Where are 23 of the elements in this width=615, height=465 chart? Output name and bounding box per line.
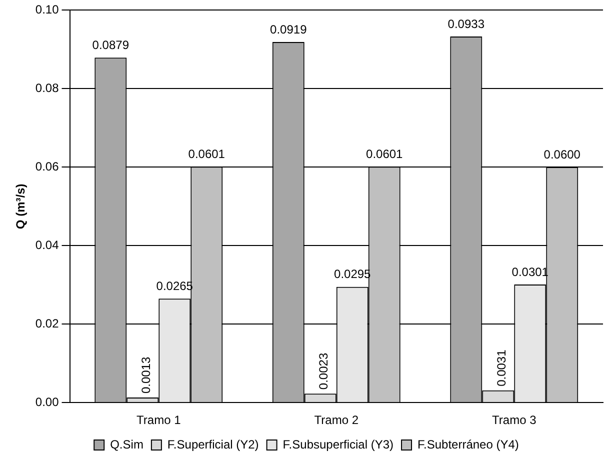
- data-label: 0.0933: [448, 16, 485, 31]
- y-tick-label: 0.10: [35, 2, 60, 17]
- y-tick-label: 0.08: [35, 80, 60, 95]
- data-label: 0.0031: [494, 349, 508, 386]
- data-label: 0.0919: [270, 22, 308, 36]
- data-label: 0.0601: [366, 147, 404, 162]
- y-tick-label: 0.06: [35, 159, 60, 174]
- legend-label: F.Subterráneo (Y4): [418, 437, 519, 452]
- y-tick-label: 0.02: [35, 316, 60, 330]
- data-label: 0.0879: [92, 38, 130, 52]
- legend-label: F.Superficial (Y2): [167, 437, 259, 452]
- data-label: 0.0601: [188, 147, 226, 162]
- y-tick-label: 0.04: [35, 238, 60, 252]
- x-tick-label: Tramo 2: [314, 413, 359, 428]
- y-tick-label: 0.00: [35, 394, 60, 409]
- legend-label: F.Subsuperficial (Y3): [282, 437, 394, 452]
- legend-label: Q.Sim: [110, 437, 144, 452]
- y-axis-title: Q (m³/s): [14, 184, 28, 230]
- x-tick-label: Tramo 1: [136, 413, 182, 428]
- x-tick-label: Tramo 3: [492, 413, 537, 428]
- data-label: 0.0023: [316, 352, 331, 390]
- data-label: 0.0600: [544, 147, 581, 162]
- data-label: 0.0013: [138, 356, 153, 394]
